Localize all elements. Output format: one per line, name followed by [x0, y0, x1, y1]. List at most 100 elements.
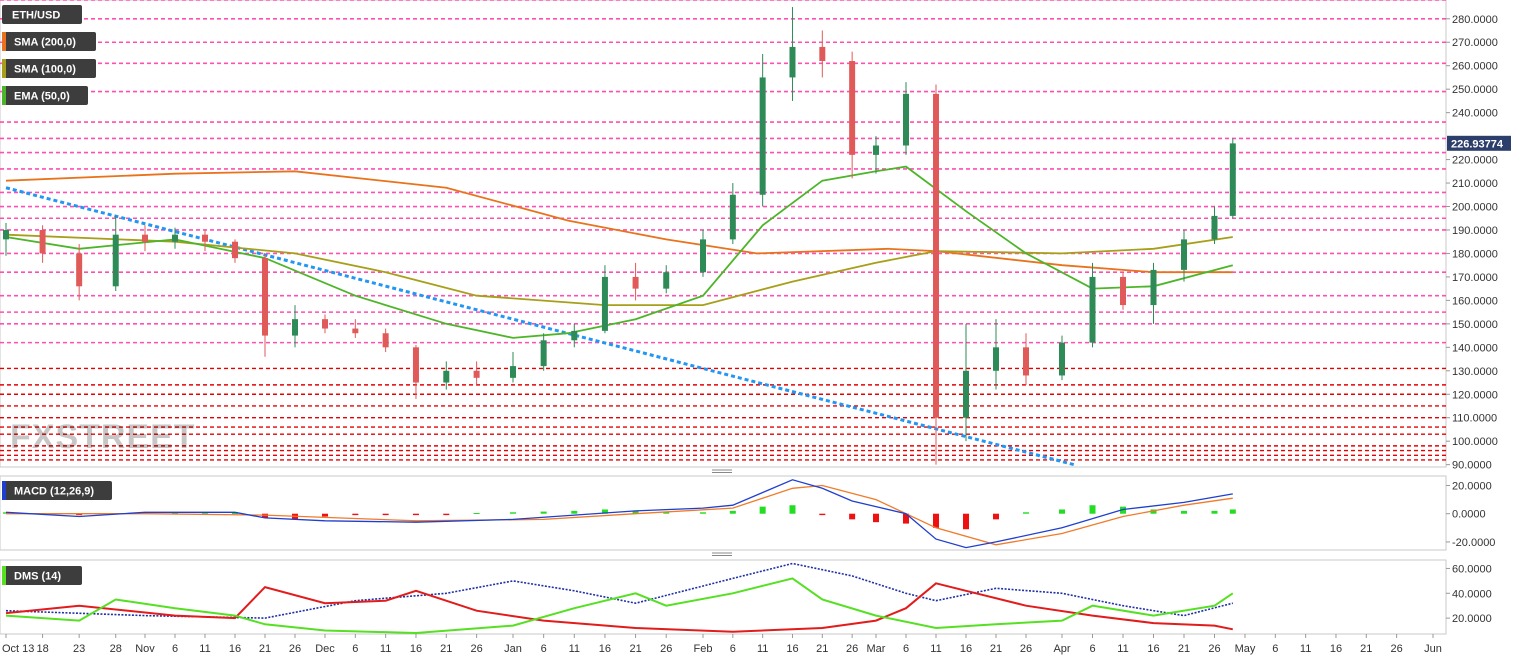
price-tick-label: 280.0000: [1452, 14, 1498, 26]
candle-body: [142, 234, 148, 242]
time-tick-label: 11: [757, 643, 768, 655]
macd-panel-resize-handle[interactable]: [711, 468, 733, 475]
candle-body: [202, 234, 208, 242]
legend-badge-dms[interactable]: DMS (14): [2, 566, 82, 585]
candlestick: [3, 222, 9, 256]
candle-body: [632, 276, 639, 289]
time-tick-label: 21: [816, 643, 828, 655]
time-tick-label: 26: [1208, 643, 1220, 655]
time-tick-label: 11: [380, 643, 391, 655]
macd-histogram-bar: [1211, 510, 1218, 514]
candlesticks: [3, 7, 1236, 465]
candle-body: [382, 333, 389, 348]
time-tick-label: 11: [199, 643, 210, 655]
candlestick: [172, 227, 178, 249]
candlestick: [1059, 335, 1065, 381]
dms-panel-resize-handle[interactable]: [711, 551, 733, 558]
descending-trendline: [5, 186, 1075, 467]
time-tick-label: 11: [569, 643, 580, 655]
dms-tick-label: 60.0000: [1452, 563, 1492, 575]
legend-badge-sma100[interactable]: SMA (100,0): [2, 59, 96, 78]
candlestick: [663, 265, 670, 294]
time-tick-label: 23: [73, 643, 85, 655]
legend-badge-macd[interactable]: MACD (12,26,9): [2, 481, 112, 500]
macd-histogram-bar: [473, 513, 480, 514]
macd-histogram-bar: [382, 513, 389, 516]
candlestick: [632, 262, 639, 301]
candle-body: [412, 347, 419, 383]
candle-body: [700, 239, 706, 273]
time-tick-label: 21: [629, 643, 641, 655]
price-tick-label: 140.0000: [1452, 342, 1498, 354]
candle-body: [729, 194, 736, 240]
candlestick: [1089, 262, 1096, 348]
price-tick-label: 240.0000: [1452, 108, 1498, 120]
legend-badge-pair[interactable]: ETH/USD: [2, 5, 82, 24]
candle-body: [933, 93, 939, 418]
candlestick: [262, 253, 268, 357]
time-tick-label: Feb: [694, 643, 713, 655]
price-tick-label: 200.0000: [1452, 202, 1498, 214]
candlestick: [142, 225, 148, 252]
macd-histogram-bar: [322, 513, 328, 517]
time-tick-label: 6: [1272, 643, 1278, 655]
macd-histogram-bar: [759, 506, 766, 514]
macd-histogram-bar: [933, 513, 939, 528]
macd-tick-label: -20.0000: [1452, 537, 1495, 549]
time-tick-label: 21: [1360, 643, 1372, 655]
candlestick: [789, 7, 796, 101]
time-tick-label: 11: [930, 643, 941, 655]
candlestick: [1023, 333, 1029, 385]
candle-body: [963, 370, 969, 418]
macd-histogram-bar: [700, 512, 706, 514]
macd-histogram-bar: [729, 510, 736, 514]
time-tick-label: 16: [786, 643, 798, 655]
candlestick: [963, 323, 969, 442]
candlestick: [903, 82, 909, 155]
time-tick-label: Apr: [1053, 643, 1070, 655]
candle-body: [172, 234, 178, 242]
time-tick-label: Jan: [504, 643, 522, 655]
legend-badge-ema50[interactable]: EMA (50,0): [2, 86, 88, 105]
candlestick: [112, 215, 119, 291]
candle-body: [540, 340, 547, 367]
candle-body: [443, 370, 450, 383]
price-tick-label: 190.0000: [1452, 225, 1498, 237]
price-tick-label: 250.0000: [1452, 84, 1498, 96]
time-tick-label: 6: [730, 643, 736, 655]
price-tick-label: 150.0000: [1452, 319, 1498, 331]
time-tick-label: 28: [110, 643, 122, 655]
candle-body: [789, 46, 796, 78]
candlestick: [352, 319, 359, 338]
candle-body: [262, 258, 268, 336]
candle-body: [663, 272, 670, 289]
candlestick: [39, 225, 46, 263]
candlestick: [729, 183, 736, 245]
candlestick: [873, 136, 879, 174]
time-tick-label: 16: [1330, 643, 1342, 655]
macd-histogram-bar: [819, 513, 826, 516]
legend-badge-sma200[interactable]: SMA (200,0): [2, 32, 96, 51]
candlestick: [232, 239, 238, 263]
time-tick-label: Oct 13: [2, 643, 34, 655]
macd-histogram-bar: [1089, 505, 1096, 514]
macd-histogram-bar: [443, 513, 450, 516]
macd-indicator: [3, 479, 1236, 549]
price-tick-label: 220.0000: [1452, 155, 1498, 167]
candle-body: [510, 366, 516, 378]
macd-histogram-bar: [142, 512, 148, 514]
macd-tick-label: 20.0000: [1452, 480, 1492, 492]
time-tick-label: 16: [410, 643, 422, 655]
time-tick-label: 6: [172, 643, 178, 655]
dms-minus-di-line: [5, 582, 1233, 633]
price-tick-label: 260.0000: [1452, 61, 1498, 73]
time-tick-label: 26: [289, 643, 301, 655]
time-tick-label: 16: [1147, 643, 1159, 655]
candle-body: [76, 253, 83, 287]
time-tick-label: 26: [1020, 643, 1032, 655]
time-tick-label: 21: [440, 643, 452, 655]
sma100-line: [5, 233, 1233, 306]
candlestick: [933, 84, 939, 465]
